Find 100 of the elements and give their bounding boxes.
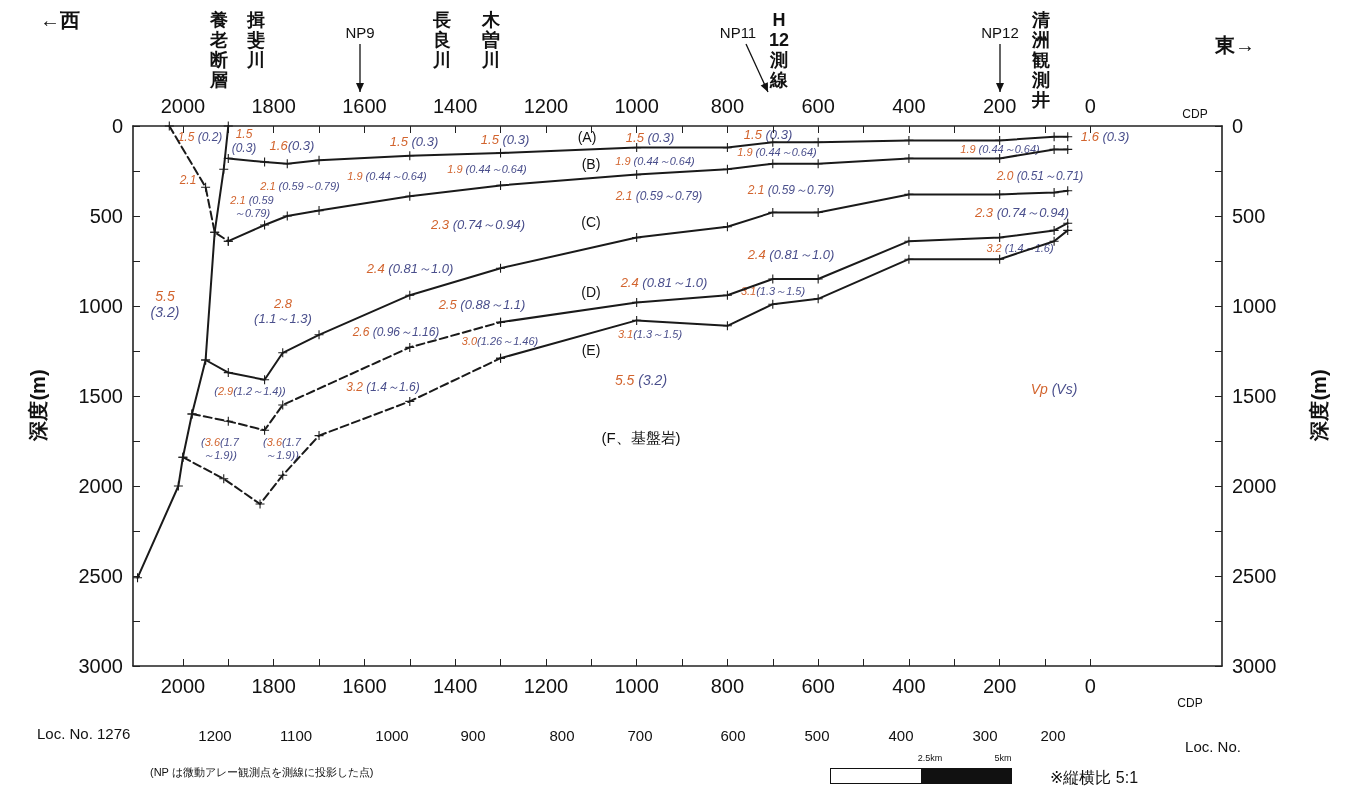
annotation: 3.0(1.26～1.46) — [461, 335, 539, 347]
y-tick-label: 1000 — [78, 295, 123, 317]
y2-tick-label: 1500 — [1232, 385, 1277, 407]
text: 600 — [720, 726, 746, 744]
y2-tick-label: 500 — [1232, 205, 1266, 227]
text: 5km — [994, 753, 1012, 763]
annotation: 3.1(1.3～1.5) — [740, 285, 806, 297]
text: 1200 — [198, 726, 232, 744]
y2-tick-label: 3000 — [1232, 655, 1277, 677]
x-tick-label: 0 — [1084, 675, 1096, 697]
text: 300 — [972, 726, 998, 744]
x2-tick-label: 0 — [1084, 95, 1096, 117]
text: NP9 — [345, 23, 375, 41]
y-tick-label: 2500 — [78, 565, 123, 587]
x-tick-label: 1200 — [523, 675, 569, 697]
text: 揖斐川 — [246, 10, 265, 70]
annotation: 2.1 (0.59～0.79) — [614, 189, 703, 203]
text: 1100 — [279, 726, 313, 744]
text: Loc. No. — [1185, 737, 1241, 755]
x2-tick-label: 1600 — [342, 95, 387, 117]
annotation: 3.1(1.3～1.5) — [617, 328, 683, 340]
text: NP12 — [981, 23, 1019, 41]
text: 2.5km — [917, 753, 943, 763]
text: 900 — [460, 726, 486, 744]
annotation: (B) — [581, 156, 601, 172]
annotation: 5.5 (3.2) — [614, 372, 668, 388]
x2-tick-label: 1400 — [432, 95, 478, 117]
text: 木曽川 — [481, 10, 501, 70]
annotation: (F、基盤岩) — [601, 428, 681, 446]
x-tick-label: 200 — [982, 675, 1017, 697]
annotation: 1.9 (0.44～0.64) — [737, 146, 818, 158]
annotation: (C) — [581, 214, 601, 230]
y2-tick-label: 0 — [1232, 115, 1244, 137]
annotation: 2.0 (0.51～0.71) — [995, 169, 1084, 183]
x-tick-label: 600 — [801, 675, 835, 697]
annotation: 2.8 (1.1～1.3) — [254, 296, 312, 326]
x2-tick-label: 1200 — [523, 95, 569, 117]
x2-tick-label: 2000 — [160, 95, 206, 117]
text: 長良川 — [432, 10, 451, 70]
x-axis-title: CDP — [1177, 696, 1203, 710]
annotation: Vp (Vs) — [1030, 381, 1078, 397]
y2-tick-label: 2000 — [1232, 475, 1277, 497]
annotation: 1.5 (0.3) — [231, 127, 257, 155]
annotation: (D) — [581, 284, 601, 300]
text: 1000 — [375, 726, 409, 744]
annotation: 2.4 (0.81～1.0) — [619, 274, 708, 290]
text: Loc. No. 1276 — [37, 724, 131, 742]
x2-axis-title: CDP — [1182, 107, 1208, 121]
text: ←西 — [40, 9, 80, 31]
y2-tick-label: 1000 — [1232, 295, 1277, 317]
annotation: 2.1 (0.59 ～0.79) — [229, 193, 274, 219]
annotation: 2.4 (0.81～1.0) — [365, 260, 454, 276]
annotation: 2.3 (0.74～0.94) — [974, 204, 1069, 220]
text: 800 — [549, 726, 575, 744]
y-tick-label: 500 — [89, 205, 123, 227]
x-tick-label: 1400 — [432, 675, 478, 697]
annotation: (A) — [577, 129, 597, 145]
annotation: 1.5 (0.3) — [389, 133, 439, 149]
annotation: 1.6 (0.3) — [1080, 128, 1130, 144]
x-tick-label: 1000 — [614, 675, 659, 697]
y2-axis-title: 深度(m) — [1308, 369, 1330, 442]
annotation: (2.9(1.2～1.4)) — [214, 385, 287, 397]
annotation: 1.9 (0.44～0.64) — [960, 143, 1041, 155]
annotation: 2.3 (0.74～0.94) — [430, 216, 525, 232]
annotation: 2.5 (0.88～1.1) — [437, 296, 526, 312]
annotation: 2.4 (0.81～1.0) — [746, 246, 835, 262]
x-tick-label: 2000 — [160, 675, 206, 697]
x-tick-label: 800 — [710, 675, 745, 697]
annotation: 5.5 (3.2) — [150, 288, 180, 320]
x-tick-label: 400 — [892, 675, 926, 697]
x-tick-label: 1800 — [251, 675, 296, 697]
y2-tick-label: 2500 — [1232, 565, 1277, 587]
text: 清洲観測井 — [1031, 10, 1050, 110]
annotation: 2.1 (0.59～0.79) — [746, 183, 835, 197]
x2-tick-label: 1800 — [251, 95, 296, 117]
text: 東→ — [1214, 34, 1255, 56]
annotation: 1.9 (0.44～0.64) — [347, 170, 428, 182]
annotation: (E) — [581, 342, 601, 358]
annotation: 1.5 (0.3) — [743, 126, 793, 142]
x2-tick-label: 600 — [801, 95, 835, 117]
text: 500 — [804, 726, 830, 744]
y-axis-title: 深度(m) — [27, 369, 49, 442]
x2-tick-label: 800 — [710, 95, 745, 117]
x2-tick-label: 200 — [982, 95, 1017, 117]
annotation: 2.1 (0.59～0.79) — [259, 180, 341, 192]
text: 200 — [1040, 726, 1066, 744]
y-tick-label: 1500 — [78, 385, 123, 407]
x2-tick-label: 1000 — [614, 95, 659, 117]
annotation: 2.6 (0.96～1.16) — [351, 325, 440, 339]
x2-tick-label: 400 — [892, 95, 926, 117]
annotation: (3.6(1.7 ～1.9)) — [263, 435, 302, 461]
x-tick-label: 1600 — [342, 675, 387, 697]
annotation: 1.5 (0.3) — [625, 129, 675, 145]
text: (NP は微動アレー観測点を測線に投影した点) — [150, 766, 374, 778]
annotation: 1.6(0.3) — [269, 137, 315, 153]
text: NP11 — [719, 23, 757, 41]
annotation: 1.9 (0.44～0.64) — [615, 155, 696, 167]
text: H12測線 — [768, 10, 790, 90]
y-tick-label: 0 — [111, 115, 123, 137]
annotation: 1.5 (0.2) — [177, 130, 223, 144]
